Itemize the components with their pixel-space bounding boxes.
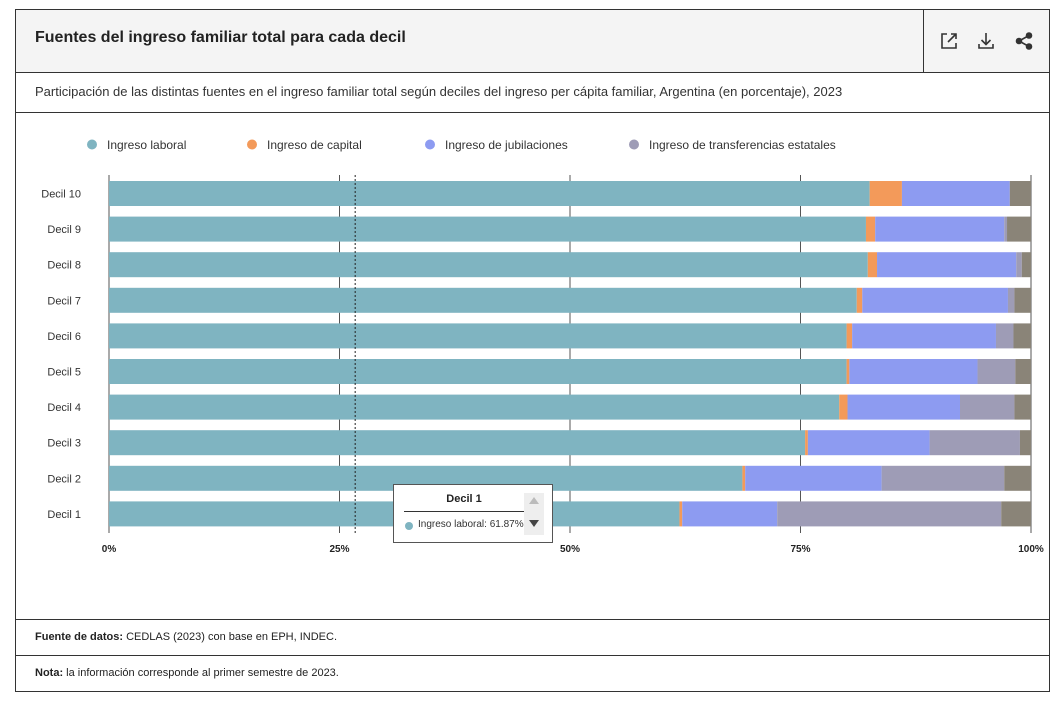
bar-segment-5-4[interactable] — [1015, 359, 1031, 384]
legend-label-3[interactable]: Ingreso de transferencias estatales — [649, 138, 836, 152]
y-category-label: Decil 1 — [47, 509, 81, 521]
tooltip-value: Ingreso laboral: 61.87% — [418, 519, 524, 530]
y-category-label: Decil 9 — [47, 224, 81, 236]
bar-segment-2-2[interactable] — [877, 252, 1017, 278]
bar-segment-4-2[interactable] — [852, 323, 996, 349]
legend-label-1[interactable]: Ingreso de capital — [267, 138, 362, 152]
bar-segment-4-4[interactable] — [1013, 323, 1031, 349]
bar-segment-5-3[interactable] — [977, 359, 1016, 384]
legend-marker-1[interactable] — [247, 139, 257, 150]
y-category-label: Decil 3 — [47, 438, 81, 450]
source-note: Fuente de datos: CEDLAS (2023) con base … — [35, 631, 337, 643]
note-row: Nota: la información corresponde al prim… — [16, 656, 1049, 691]
bar-segment-3-2[interactable] — [862, 287, 1008, 313]
tooltip-divider — [404, 511, 524, 512]
source-label: Fuente de datos: — [35, 631, 124, 643]
bar-segment-1-4[interactable] — [1007, 216, 1031, 242]
bar-segment-6-1[interactable] — [839, 394, 848, 420]
tooltip-series-dot — [405, 522, 413, 530]
card-header: Fuentes del ingreso familiar total para … — [16, 10, 1049, 73]
bar-segment-3-1[interactable] — [856, 287, 863, 313]
bar-segment-6-0[interactable] — [109, 394, 840, 420]
legend-label-0[interactable]: Ingreso laboral — [107, 138, 186, 152]
y-category-label: Decil 6 — [47, 331, 81, 343]
bar-segment-0-1[interactable] — [869, 181, 902, 206]
bar-segment-7-1[interactable] — [805, 430, 808, 456]
bar-segment-9-2[interactable] — [682, 501, 778, 527]
legend-marker-0[interactable] — [87, 139, 97, 150]
bar-segment-8-4[interactable] — [1004, 465, 1031, 491]
tooltip-title: Decil 1 — [446, 493, 482, 505]
bar-segment-1-0[interactable] — [109, 216, 866, 242]
bar-segment-9-1[interactable] — [679, 501, 683, 527]
chart-title: Fuentes del ingreso familiar total para … — [35, 29, 406, 46]
scroll-up-icon[interactable] — [529, 497, 539, 504]
bar-segment-8-3[interactable] — [881, 465, 1005, 491]
bar-segment-4-0[interactable] — [109, 323, 847, 349]
bar-segment-5-2[interactable] — [849, 359, 978, 384]
chart-area: Ingreso laboral Ingreso de capital Ingreso… — [16, 113, 1049, 620]
x-tick-label: 25% — [329, 544, 349, 555]
bar-segment-5-1[interactable] — [846, 359, 850, 384]
y-category-label: Decil 8 — [47, 260, 81, 272]
bar-segment-2-0[interactable] — [109, 252, 868, 278]
y-category-label: Decil 7 — [47, 295, 81, 307]
bar-segment-2-4[interactable] — [1021, 252, 1031, 278]
bar-segment-5-0[interactable] — [109, 359, 847, 384]
bar-segment-6-4[interactable] — [1014, 394, 1031, 420]
scroll-down-icon[interactable] — [529, 520, 539, 527]
x-tick-label: 50% — [560, 544, 580, 555]
bar-segment-6-3[interactable] — [960, 394, 1015, 420]
bar-segment-4-1[interactable] — [846, 323, 853, 349]
bar-segment-0-2[interactable] — [901, 181, 1010, 206]
bar-segment-8-1[interactable] — [742, 465, 746, 491]
y-category-label: Decil 2 — [47, 473, 81, 485]
bar-segment-1-2[interactable] — [875, 216, 1005, 242]
bar-segment-3-3[interactable] — [1007, 287, 1015, 313]
bar-segment-9-3[interactable] — [777, 501, 1002, 527]
subtitle-row: Participación de las distintas fuentes e… — [16, 72, 1049, 113]
bar-segment-1-3[interactable] — [1004, 216, 1008, 242]
bar-segment-0-0[interactable] — [109, 181, 870, 206]
y-category-label: Decil 4 — [47, 402, 81, 414]
source-text: CEDLAS (2023) con base en EPH, INDEC. — [123, 631, 337, 643]
note-label: Nota: — [35, 667, 64, 679]
bar-segment-7-4[interactable] — [1019, 430, 1031, 456]
x-tick-label: 0% — [102, 544, 117, 555]
bar-segment-2-1[interactable] — [867, 252, 878, 278]
chart-card: Fuentes del ingreso familiar total para … — [15, 9, 1050, 692]
bar-segment-7-2[interactable] — [807, 430, 930, 456]
tooltip-scroller[interactable] — [524, 493, 544, 535]
legend-marker-3[interactable] — [629, 139, 639, 150]
chart-tooltip: Decil 1 Ingreso laboral: 61.87% — [393, 484, 553, 543]
note: Nota: la información corresponde al prim… — [35, 667, 339, 679]
header-actions — [923, 10, 1049, 72]
source-row: Fuente de datos: CEDLAS (2023) con base … — [16, 620, 1049, 656]
chart-subtitle: Participación de las distintas fuentes e… — [35, 84, 843, 99]
legend-marker-2[interactable] — [425, 139, 435, 150]
bar-segment-6-2[interactable] — [847, 394, 961, 420]
x-tick-label: 100% — [1018, 544, 1044, 555]
external-link-icon[interactable] — [936, 28, 962, 54]
share-icon[interactable] — [1011, 28, 1037, 54]
bar-segment-0-4[interactable] — [1009, 181, 1031, 206]
bar-segment-3-4[interactable] — [1014, 287, 1031, 313]
x-tick-label: 75% — [790, 544, 810, 555]
bar-segment-9-4[interactable] — [1001, 501, 1031, 527]
bar-segment-3-0[interactable] — [109, 287, 857, 313]
bar-segment-2-3[interactable] — [1016, 252, 1022, 278]
note-text: la información corresponde al primer sem… — [63, 667, 339, 679]
bar-segment-7-3[interactable] — [929, 430, 1020, 456]
bar-segment-1-1[interactable] — [865, 216, 876, 242]
bar-segment-4-3[interactable] — [995, 323, 1014, 349]
legend-label-2[interactable]: Ingreso de jubilaciones — [445, 138, 568, 152]
bar-segment-8-2[interactable] — [745, 465, 882, 491]
download-icon[interactable] — [973, 28, 999, 54]
y-category-label: Decil 5 — [47, 367, 81, 379]
y-category-label: Decil 10 — [41, 189, 81, 201]
bar-segment-7-0[interactable] — [109, 430, 806, 456]
